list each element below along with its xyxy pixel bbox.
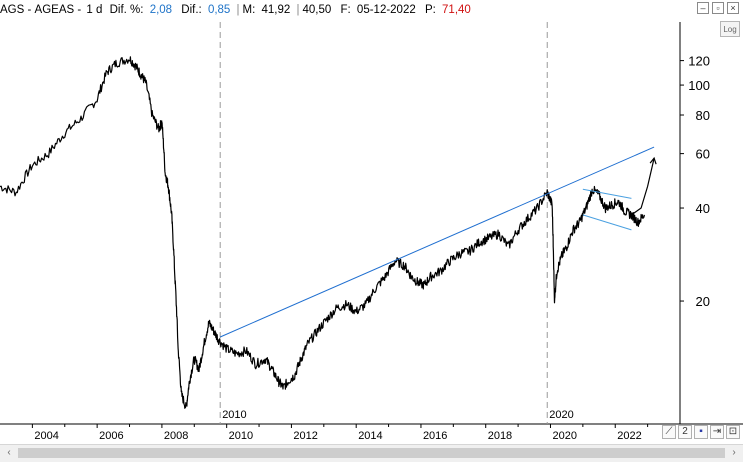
scroll-left-icon[interactable]: ‹ xyxy=(7,447,11,458)
save-icon[interactable]: ▪ xyxy=(694,425,708,439)
restore-icon[interactable]: ▫ xyxy=(712,2,724,14)
instrument-name: AGEAS xyxy=(34,4,75,16)
y-tick-label: 40 xyxy=(696,201,710,216)
y-tick-label: 20 xyxy=(696,294,710,309)
window-controls: – ▫ × xyxy=(697,2,739,14)
m-value-2: 40,50 xyxy=(302,4,332,16)
minimize-icon[interactable]: – xyxy=(697,2,709,14)
trendline xyxy=(219,146,655,338)
close-icon[interactable]: × xyxy=(727,2,739,14)
p-label: P: xyxy=(424,4,436,16)
price-series-line xyxy=(0,56,645,409)
p-value: 71,40 xyxy=(442,4,471,16)
chart-toolbar: ⟋ 2 ▪ ⇥ ⊡ xyxy=(662,425,740,439)
dif-value: 0,85 xyxy=(207,4,231,16)
channel-upper-line xyxy=(582,188,632,199)
scrollbar-thumb[interactable] xyxy=(18,448,725,458)
y-tick-label: 120 xyxy=(688,54,710,69)
x-tick-label: 2008 xyxy=(164,430,188,442)
scroll-right-icon[interactable]: › xyxy=(732,447,736,458)
name-separator: - xyxy=(24,4,35,16)
y-tick-label: 80 xyxy=(696,108,710,123)
x-tick-label: 2016 xyxy=(423,430,447,442)
x-tick-label: 2022 xyxy=(617,430,641,442)
y-tick-label: 100 xyxy=(688,78,710,93)
divider-label: 2020 xyxy=(549,409,573,421)
dif-label: Dif.: xyxy=(181,4,202,16)
x-tick-label: 2014 xyxy=(358,430,382,442)
f-label: F: xyxy=(340,4,351,16)
dif-pct-label: Dif. %: xyxy=(109,4,144,16)
divider-label: 2010 xyxy=(222,409,246,421)
m-value: 41,92 xyxy=(261,4,291,16)
interval: 1 d xyxy=(86,4,103,16)
x-tick-label: 2012 xyxy=(293,430,317,442)
name-tail: - xyxy=(74,4,85,16)
f-value: 05-12-2022 xyxy=(356,4,416,16)
x-tick-label: 2020 xyxy=(552,430,576,442)
x-tick-label: 2010 xyxy=(229,430,253,442)
y-tick-label: 60 xyxy=(696,147,710,162)
zoom-reset-icon[interactable]: ⇥ xyxy=(710,425,724,439)
channel-lower-line xyxy=(582,214,632,231)
horizontal-scrollbar[interactable]: ‹ › xyxy=(0,444,743,462)
log-scale-toggle[interactable]: Log xyxy=(720,21,740,37)
x-tick-label: 2006 xyxy=(99,430,123,442)
expand-icon[interactable]: ⊡ xyxy=(726,425,740,439)
m-label: M: xyxy=(242,4,256,16)
zoom-out-icon[interactable]: 2 xyxy=(678,425,692,439)
projection-line xyxy=(631,158,655,216)
projection-arrowhead xyxy=(649,156,657,165)
chart-header: AGS - AGEAS - 1 d Dif. %: 2,08 Dif.: 0,8… xyxy=(0,0,743,20)
draw-tool-icon[interactable]: ⟋ xyxy=(662,425,676,439)
x-tick-label: 2018 xyxy=(488,430,512,442)
dif-pct-value: 2,08 xyxy=(149,4,173,16)
symbol: AGS xyxy=(0,4,25,16)
x-tick-label: 2004 xyxy=(34,430,58,442)
